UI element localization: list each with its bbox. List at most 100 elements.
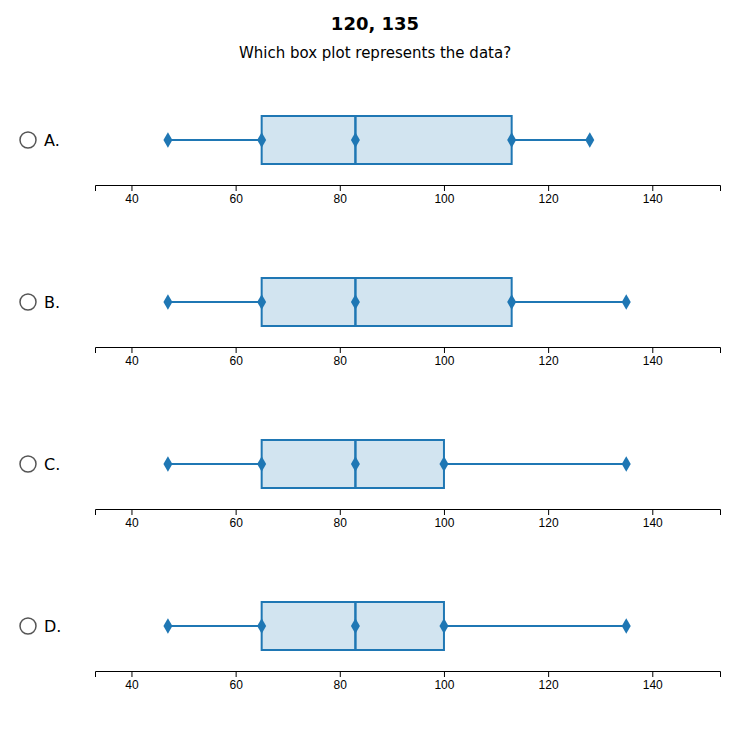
x-axis: 40 60 80 100 120 140 bbox=[96, 509, 721, 530]
point-max bbox=[622, 618, 631, 634]
tick-label: 80 bbox=[334, 354, 348, 368]
whisker bbox=[168, 301, 262, 303]
tick-mark bbox=[236, 509, 237, 515]
tick: 80 bbox=[334, 347, 348, 368]
point-max bbox=[622, 456, 631, 472]
tick-label: 80 bbox=[334, 678, 348, 692]
tick-mark bbox=[548, 671, 549, 677]
tick-label: 40 bbox=[125, 354, 139, 368]
tick-label: 40 bbox=[125, 678, 139, 692]
point-q1 bbox=[257, 132, 266, 148]
tick-mark bbox=[444, 671, 445, 677]
box bbox=[262, 116, 512, 164]
chart: 120, 135Which box plot represents the da… bbox=[0, 0, 750, 750]
tick-label: 100 bbox=[434, 678, 454, 692]
tick-label: 80 bbox=[334, 192, 348, 206]
category-label: B. bbox=[44, 293, 60, 312]
tick: 140 bbox=[643, 509, 663, 530]
tick-mark bbox=[236, 671, 237, 677]
tick-mark bbox=[652, 347, 653, 353]
tick-label: 140 bbox=[643, 192, 663, 206]
tick-label: 80 bbox=[334, 516, 348, 530]
point-q3 bbox=[507, 132, 516, 148]
tick: 40 bbox=[125, 671, 139, 692]
tick: 60 bbox=[229, 185, 243, 206]
point-min bbox=[163, 456, 172, 472]
tick: 40 bbox=[125, 509, 139, 530]
tick-mark bbox=[548, 509, 549, 515]
tick-mark bbox=[131, 671, 132, 677]
whisker bbox=[512, 139, 590, 141]
tick: 100 bbox=[434, 185, 454, 206]
point-q1 bbox=[257, 618, 266, 634]
panel: D.406080100120140 bbox=[20, 602, 721, 692]
axis-line bbox=[96, 348, 721, 354]
tick: 140 bbox=[643, 185, 663, 206]
tick: 120 bbox=[539, 671, 559, 692]
tick: 100 bbox=[434, 509, 454, 530]
point-median bbox=[351, 294, 360, 310]
tick-label: 100 bbox=[434, 516, 454, 530]
box-plot bbox=[163, 278, 630, 326]
point-q3 bbox=[439, 456, 448, 472]
point-max bbox=[622, 294, 631, 310]
tick-label: 60 bbox=[229, 678, 243, 692]
axis-line bbox=[96, 186, 721, 192]
box-plot bbox=[163, 440, 630, 488]
box-plot bbox=[163, 602, 630, 650]
tick: 60 bbox=[229, 347, 243, 368]
point-q1 bbox=[257, 456, 266, 472]
tick-mark bbox=[340, 509, 341, 515]
point-q3 bbox=[439, 618, 448, 634]
axis-line bbox=[96, 510, 721, 516]
tick-label: 60 bbox=[229, 192, 243, 206]
category-label: A. bbox=[44, 131, 60, 150]
tick-mark bbox=[444, 509, 445, 515]
tick-label: 60 bbox=[229, 354, 243, 368]
tick-mark bbox=[236, 347, 237, 353]
tick-label: 100 bbox=[434, 192, 454, 206]
whisker bbox=[168, 463, 262, 465]
panel: A.406080100120140 bbox=[20, 116, 721, 206]
tick-label: 100 bbox=[434, 354, 454, 368]
whisker bbox=[512, 301, 627, 303]
point-q3 bbox=[507, 294, 516, 310]
tick-label: 140 bbox=[643, 354, 663, 368]
tick: 60 bbox=[229, 671, 243, 692]
radio-button[interactable] bbox=[20, 132, 36, 148]
radio-button[interactable] bbox=[20, 456, 36, 472]
tick-label: 120 bbox=[539, 192, 559, 206]
tick: 80 bbox=[334, 509, 348, 530]
tick: 60 bbox=[229, 509, 243, 530]
tick-mark bbox=[652, 671, 653, 677]
radio-button[interactable] bbox=[20, 618, 36, 634]
whisker bbox=[168, 139, 262, 141]
tick: 120 bbox=[539, 509, 559, 530]
tick-mark bbox=[652, 185, 653, 191]
tick-label: 120 bbox=[539, 516, 559, 530]
tick: 100 bbox=[434, 347, 454, 368]
tick: 140 bbox=[643, 671, 663, 692]
tick-mark bbox=[340, 671, 341, 677]
tick-mark bbox=[131, 347, 132, 353]
point-median bbox=[351, 618, 360, 634]
tick-label: 140 bbox=[643, 516, 663, 530]
tick-mark bbox=[548, 185, 549, 191]
axis-line bbox=[96, 672, 721, 678]
radio-button[interactable] bbox=[20, 294, 36, 310]
x-axis: 406080100120140 bbox=[96, 185, 721, 206]
tick: 140 bbox=[643, 347, 663, 368]
box bbox=[262, 602, 444, 650]
tick: 120 bbox=[539, 347, 559, 368]
point-min bbox=[163, 294, 172, 310]
box-plot bbox=[163, 116, 594, 164]
subtitle: Which box plot represents the data? bbox=[239, 44, 511, 62]
panel: C.406080100120140 bbox=[20, 440, 721, 530]
tick: 120 bbox=[539, 185, 559, 206]
tick-mark bbox=[652, 509, 653, 515]
tick-mark bbox=[340, 347, 341, 353]
tick-mark bbox=[548, 347, 549, 353]
tick-mark bbox=[131, 185, 132, 191]
whisker bbox=[168, 625, 262, 627]
tick-label: 60 bbox=[229, 516, 243, 530]
